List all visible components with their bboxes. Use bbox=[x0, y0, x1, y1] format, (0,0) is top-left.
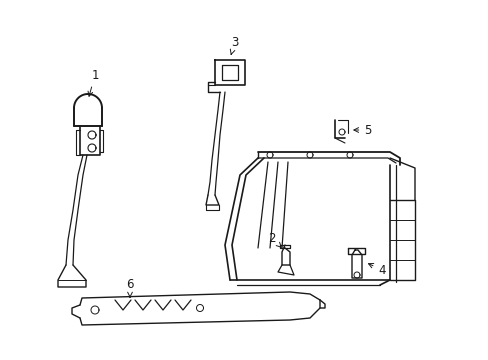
Text: 5: 5 bbox=[353, 123, 371, 136]
Text: 3: 3 bbox=[230, 36, 238, 54]
Text: 1: 1 bbox=[88, 68, 99, 96]
Text: 6: 6 bbox=[126, 279, 134, 297]
Text: 2: 2 bbox=[268, 231, 281, 247]
Text: 4: 4 bbox=[368, 264, 385, 276]
